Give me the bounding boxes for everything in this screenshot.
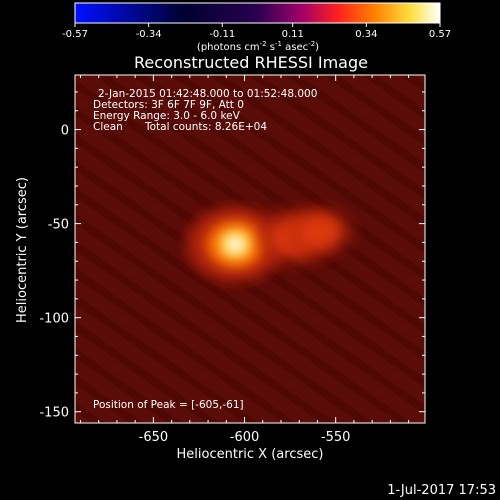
colorbar-tick-label: 0.57 bbox=[429, 29, 451, 40]
info-counts: Total counts: 8.26E+04 bbox=[144, 121, 267, 133]
info-peak-position: Position of Peak = [-605,-61] bbox=[93, 399, 244, 411]
colorbar-gradient bbox=[74, 2, 441, 24]
colorbar-tick-label: -0.34 bbox=[136, 29, 162, 40]
chart-title: Reconstructed RHESSI Image bbox=[134, 53, 368, 72]
y-tick-label: -100 bbox=[39, 312, 69, 327]
y-tick-label: 0 bbox=[61, 124, 69, 139]
y-tick-label: -150 bbox=[39, 406, 69, 421]
source-blobs bbox=[186, 205, 355, 283]
x-axis-label: Heliocentric X (arcsec) bbox=[177, 447, 324, 462]
info-detectors: Detectors: 3F 6F 7F 9F, Att 0 bbox=[93, 99, 244, 111]
colorbar-ticks: -0.57 -0.34 -0.11 0.11 0.34 0.57 bbox=[62, 23, 451, 40]
y-tick-label: -50 bbox=[48, 218, 69, 233]
colorbar-tick-label: -0.57 bbox=[62, 29, 88, 40]
footer-date: 1-Jul-2017 17:53 bbox=[387, 483, 496, 498]
x-tick-label: -650 bbox=[139, 430, 169, 445]
colorbar-tick-label: -0.11 bbox=[209, 29, 235, 40]
source-core bbox=[300, 214, 342, 249]
x-axis-ticks: -650 -600 -550 bbox=[79, 75, 410, 445]
colorbar-tick-label: 0.34 bbox=[355, 29, 377, 40]
plot-frame bbox=[74, 74, 426, 424]
y-axis-ticks: 0 -50 -100 -150 bbox=[39, 91, 425, 421]
observation-info: 2-Jan-2015 01:42:48.000 to 01:52:48.000 … bbox=[93, 88, 317, 411]
info-clean: Clean bbox=[93, 121, 123, 133]
x-tick-label: -600 bbox=[230, 430, 260, 445]
y-axis-label: Heliocentric Y (arcsec) bbox=[15, 177, 30, 323]
colorbar: -0.57 -0.34 -0.11 0.11 0.34 0.57 (photons cm-… bbox=[62, 2, 451, 53]
colorbar-tick-label: 0.11 bbox=[282, 29, 304, 40]
source-peak-center bbox=[227, 236, 244, 252]
plot-area: -650 -600 -550 0 -50 -100 -150 bbox=[39, 74, 426, 445]
info-time: 2-Jan-2015 01:42:48.000 to 01:52:48.000 bbox=[98, 88, 317, 100]
x-tick-label: -550 bbox=[321, 430, 351, 445]
info-energy: Energy Range: 3.0 - 6.0 keV bbox=[93, 110, 241, 122]
colorbar-unit-label: (photons cm-2 s-1 asec-2) bbox=[197, 40, 319, 53]
